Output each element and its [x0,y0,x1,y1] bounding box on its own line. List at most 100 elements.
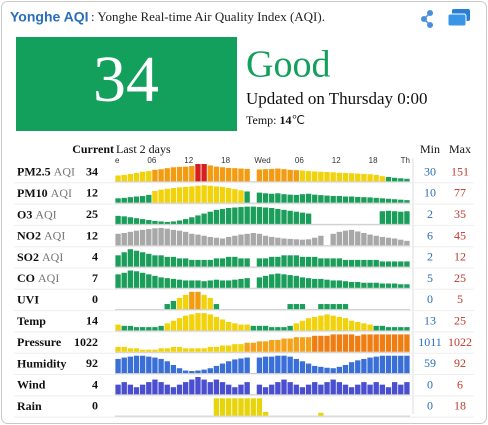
history-bar [195,280,201,288]
history-bar [262,275,269,288]
temp-value: 14 [280,113,292,127]
min-value: 0 [427,377,433,391]
history-bar [213,166,220,182]
history-bar [391,261,398,267]
history-bar [121,382,127,395]
history-bar [324,382,330,395]
history-bar [293,384,299,395]
history-bar [256,192,263,203]
history-bar [164,221,170,224]
history-bar [318,195,324,203]
history-bar [293,275,299,288]
window-icon[interactable] [447,9,470,27]
history-bar [250,206,256,224]
history-bar [305,278,312,288]
history-bar [152,191,158,203]
row-unit: AQI [54,164,75,178]
history-bar [170,320,177,331]
history-bar [207,382,213,395]
row-label: Wind [17,377,46,391]
history-bar [164,256,170,267]
history-bar [219,208,226,224]
history-bar [404,327,410,331]
history-bar [213,258,220,267]
history-bar [355,360,361,373]
history-bar [367,324,373,331]
row-unit: AQI [42,250,63,264]
history-bar [379,236,386,246]
history-bar [398,327,404,331]
history-bar [336,231,342,246]
row-label: SO2 [17,250,39,264]
history-bar [404,200,410,203]
history-bar [256,169,263,182]
history-bar [330,334,336,352]
history-bar [232,398,238,416]
col-max: Max [449,142,471,156]
time-label: 12 [332,156,341,165]
row-unit: AQI [38,271,59,285]
history-bar [213,398,220,416]
history-bar [238,258,244,267]
history-bar [336,280,342,288]
history-bar [269,193,275,203]
min-value: 59 [424,356,436,370]
history-bar [262,258,269,267]
history-bar [385,334,392,352]
history-bar [336,334,342,352]
current-value: 14 [86,314,98,328]
history-bar [385,261,392,267]
history-bar [281,274,287,288]
history-bar [158,277,164,288]
history-bar [262,387,269,395]
history-bar [176,297,183,310]
history-bar [232,168,238,182]
history-bar [152,255,158,267]
history-bar [133,196,140,203]
history-bar [305,171,312,182]
history-bar [367,197,373,203]
time-label: e [115,156,120,165]
history-bar [373,325,379,331]
history-bar [262,341,269,352]
history-bar [244,206,250,224]
history-bar [398,199,404,203]
history-bar [367,234,373,246]
history-bar [213,346,220,352]
history-bar [318,384,324,395]
history-bar [262,235,269,246]
history-bar [287,275,293,288]
history-bar [379,334,386,352]
history-bar [158,255,164,267]
current-value: 0 [92,292,98,306]
history-bar [189,379,195,395]
share-icon[interactable] [421,10,433,28]
history-bar [158,189,164,203]
history-bar [299,337,306,352]
history-bar [244,233,250,246]
row-label: Pressure [17,335,62,349]
widget-title[interactable]: Yonghe AQI [10,9,89,25]
history-bar [336,258,342,267]
history-bar [275,256,281,267]
history-bar [127,197,134,203]
history-bar [324,304,330,310]
history-bar [275,382,281,395]
history-bar [133,250,140,267]
current-value: 34 [86,164,98,178]
history-bar [262,169,269,182]
history-bar [127,231,134,246]
max-value: 45 [454,228,466,242]
history-bar [127,249,134,267]
history-bar [207,346,213,352]
history-bar [385,327,392,331]
history-bar [391,177,398,182]
history-bar [275,355,281,373]
history-bar [176,346,183,352]
history-bar [207,236,213,246]
current-value: 0 [92,399,98,413]
history-bar [195,313,201,331]
min-value: 30 [424,164,436,178]
history-bar [201,235,207,246]
history-bar [269,384,275,395]
